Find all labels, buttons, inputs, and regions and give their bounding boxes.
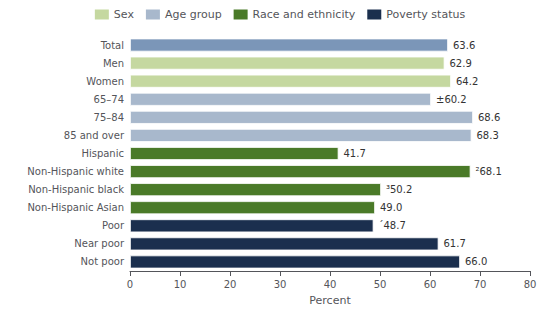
- svg-text:Hispanic: Hispanic: [81, 148, 124, 159]
- svg-text:Age group: Age group: [165, 8, 222, 21]
- svg-text:70: 70: [474, 279, 487, 290]
- svg-text:66.0: 66.0: [465, 256, 487, 267]
- svg-text:Poverty status: Poverty status: [386, 8, 465, 21]
- svg-text:Women: Women: [86, 76, 124, 87]
- svg-text:10: 10: [174, 279, 187, 290]
- svg-text:75–84: 75–84: [94, 112, 124, 123]
- svg-text:61.7: 61.7: [444, 238, 466, 249]
- svg-text:Near poor: Near poor: [74, 238, 125, 249]
- svg-text:60: 60: [424, 279, 437, 290]
- svg-text:±60.2: ±60.2: [436, 94, 467, 105]
- svg-text:Non-Hispanic black: Non-Hispanic black: [28, 184, 124, 195]
- svg-text:²68.1: ²68.1: [476, 166, 502, 177]
- svg-text:Percent: Percent: [309, 294, 351, 307]
- svg-text:Total: Total: [100, 40, 124, 51]
- svg-text:Poor: Poor: [102, 220, 125, 231]
- svg-text:Race and ethnicity: Race and ethnicity: [253, 8, 356, 21]
- svg-text:40: 40: [324, 279, 337, 290]
- svg-text:62.9: 62.9: [450, 58, 472, 69]
- svg-text:63.6: 63.6: [453, 40, 475, 51]
- svg-text:³50.2: ³50.2: [386, 184, 412, 195]
- svg-text:30: 30: [274, 279, 287, 290]
- svg-text:68.3: 68.3: [477, 130, 499, 141]
- svg-text:´48.7: ´48.7: [379, 220, 406, 231]
- svg-text:Not poor: Not poor: [81, 256, 125, 267]
- svg-text:41.7: 41.7: [344, 148, 366, 159]
- svg-text:Men: Men: [103, 58, 124, 69]
- svg-text:Non-Hispanic Asian: Non-Hispanic Asian: [27, 202, 124, 213]
- svg-text:20: 20: [224, 279, 237, 290]
- svg-text:68.6: 68.6: [478, 112, 500, 123]
- svg-text:80: 80: [524, 279, 537, 290]
- svg-text:Non-Hispanic white: Non-Hispanic white: [27, 166, 124, 177]
- svg-text:64.2: 64.2: [456, 76, 478, 87]
- svg-text:50: 50: [374, 279, 387, 290]
- svg-text:85 and over: 85 and over: [64, 130, 125, 141]
- svg-text:49.0: 49.0: [380, 202, 402, 213]
- svg-text:65–74: 65–74: [94, 94, 124, 105]
- svg-text:0: 0: [127, 279, 133, 290]
- svg-text:Sex: Sex: [114, 8, 135, 21]
